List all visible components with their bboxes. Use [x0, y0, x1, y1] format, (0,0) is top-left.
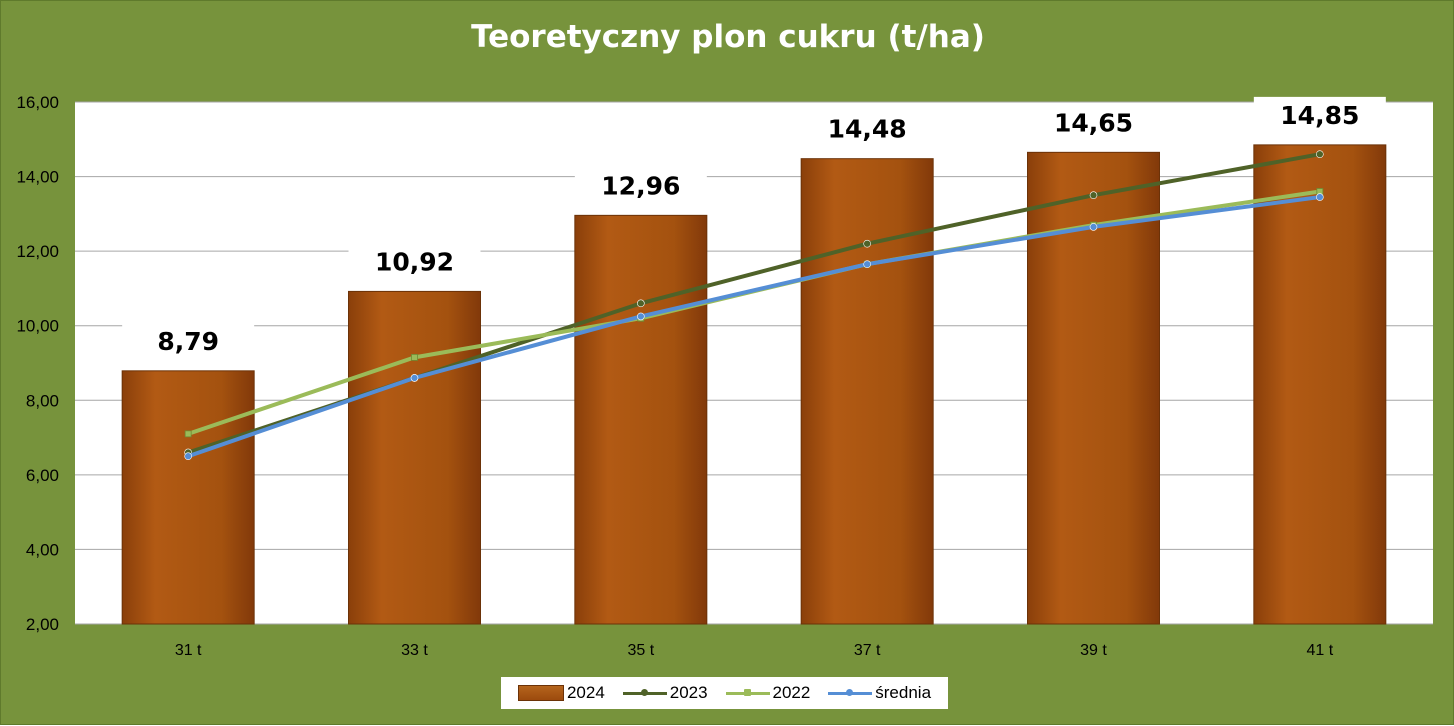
point-srednia — [410, 374, 419, 382]
x-axis-ticks: 31 t 33 t 35 t 37 t 39 t 41 t — [175, 642, 1334, 659]
y-tick-label: 14,00 — [16, 168, 59, 187]
legend-label-2022: 2022 — [772, 683, 811, 702]
y-tick-label: 16,00 — [16, 93, 59, 112]
bar-2024 — [574, 214, 708, 625]
data-label-2024: 12,96 — [601, 171, 680, 200]
data-label-2024: 8,79 — [157, 327, 219, 356]
legend-item-2024: 2024 — [517, 683, 605, 703]
data-label-2024: 10,92 — [375, 247, 454, 276]
data-label-bg — [1253, 96, 1386, 131]
y-tick-label: 10,00 — [16, 317, 59, 336]
line-srednia — [187, 195, 1321, 459]
legend: 2024 2023 2022 średnia — [501, 677, 948, 709]
point-2022 — [184, 430, 192, 438]
y-axis-ticks: 2,00 4,00 6,00 8,00 10,00 12,00 14,00 16,00 — [16, 93, 59, 634]
x-tick-label: 37 t — [854, 642, 881, 659]
point-2023 — [637, 299, 645, 308]
data-label-bg — [122, 322, 255, 357]
point-srednia — [1316, 193, 1324, 201]
y-tick-label: 6,00 — [26, 466, 59, 485]
line-series — [184, 150, 1324, 461]
bar-2024 — [348, 290, 481, 625]
point-srednia — [863, 260, 871, 268]
point-srednia — [637, 312, 645, 321]
point-srednia — [184, 452, 192, 461]
x-tick-label: 31 t — [175, 642, 202, 659]
y-tick-label: 4,00 — [26, 540, 59, 559]
legend-swatch-2023 — [622, 689, 667, 696]
bars-2024 — [121, 144, 1387, 625]
bar-2024 — [800, 158, 934, 625]
y-tick-label: 12,00 — [16, 242, 59, 261]
x-tick-label: 39 t — [1080, 642, 1107, 659]
bar-2024 — [121, 370, 255, 625]
point-2023 — [863, 239, 871, 248]
point-2023 — [1316, 150, 1324, 158]
x-tick-label: 35 t — [627, 642, 654, 659]
data-label-bg — [348, 243, 481, 278]
y-tick-label: 8,00 — [26, 391, 59, 410]
point-2023 — [1089, 191, 1098, 200]
legend-swatch-srednia — [828, 689, 873, 696]
legend-item-2023: 2023 — [622, 683, 708, 703]
data-label-2024: 14,65 — [1054, 108, 1133, 137]
point-2022 — [411, 354, 418, 361]
point-srednia — [1089, 223, 1098, 231]
data-label-bg — [1027, 104, 1160, 139]
data-label-bg — [801, 110, 934, 145]
legend-item-srednia: średnia — [828, 683, 931, 703]
legend-swatch-2022 — [725, 689, 770, 696]
bar-2024 — [1253, 144, 1387, 625]
x-tick-label: 41 t — [1306, 642, 1333, 659]
legend-swatch-2024 — [517, 685, 564, 701]
plot-area — [75, 102, 1433, 624]
data-label-bg — [574, 167, 707, 202]
data-label-2024: 14,85 — [1280, 101, 1359, 130]
chart-title: Teoretyczny plon cukru (t/ha) — [471, 19, 985, 55]
x-tick-label: 33 t — [401, 642, 428, 659]
data-labels: 8,79 10,92 12,96 14,48 14,65 14,85 — [122, 96, 1386, 357]
legend-label-2023: 2023 — [669, 683, 708, 702]
legend-item-2022: 2022 — [725, 683, 811, 703]
legend-label-2024: 2024 — [566, 683, 605, 702]
legend-label-srednia: średnia — [875, 683, 932, 702]
data-label-2024: 14,48 — [828, 115, 907, 144]
y-tick-label: 2,00 — [26, 615, 59, 634]
